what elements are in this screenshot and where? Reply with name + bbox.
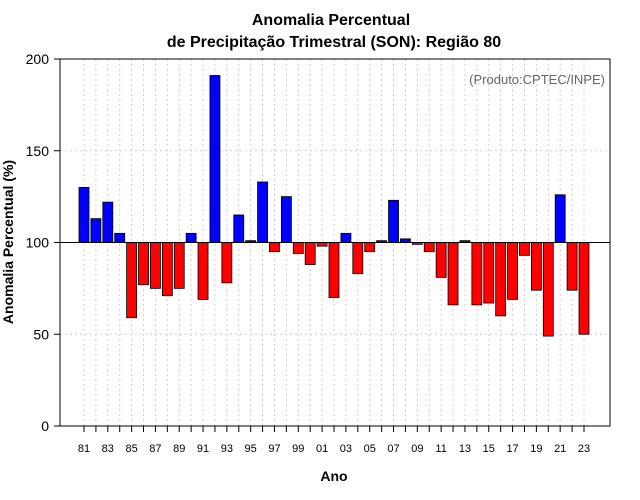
credit-annotation: (Produto:CPTEC/INPE)	[469, 72, 605, 87]
bar-1984	[114, 232, 126, 243]
bar-2011	[435, 242, 447, 278]
bar-1993	[221, 242, 233, 284]
bar-2014	[471, 242, 483, 306]
bar-2018	[519, 242, 530, 256]
y-tick-label: 50	[33, 326, 49, 342]
bar-1986	[138, 242, 149, 286]
bar-2020	[542, 242, 554, 337]
chart-title: Anomalia Percentual	[252, 12, 410, 29]
x-tick-label: 91	[197, 443, 209, 455]
x-tick-label: 19	[530, 443, 542, 455]
bar-2003	[340, 232, 352, 243]
bar-2021	[554, 194, 566, 243]
x-tick-label: 13	[459, 443, 471, 455]
bar-1988	[161, 242, 173, 297]
bar-1996	[257, 181, 268, 243]
bars	[78, 75, 590, 337]
y-axis-label: Anomalia Percentual (%)	[0, 160, 16, 324]
bar-1994	[233, 214, 245, 243]
x-tick-label: 23	[578, 443, 590, 455]
bar-2016	[495, 242, 507, 317]
bar-1982	[90, 218, 102, 243]
x-tick-label: 85	[125, 443, 137, 455]
x-tick-label: 07	[387, 443, 399, 455]
bar-2004	[352, 242, 364, 275]
bar-1981	[78, 187, 90, 243]
axes: 0 50 100 150 200 81 83 85 87 89 91 93 95 97 99 01 03 05 07…	[26, 51, 610, 455]
bar-1991	[197, 242, 209, 300]
y-tick-label: 100	[26, 235, 50, 251]
grid	[60, 59, 610, 426]
bar-2007	[388, 199, 399, 243]
plot-frame	[59, 58, 611, 427]
bar-1987	[150, 242, 161, 289]
x-tick-label: 15	[483, 443, 495, 455]
bar-2008	[400, 238, 411, 243]
bar-1985	[126, 242, 138, 319]
x-tick-label: 09	[411, 443, 423, 455]
bar-1998	[280, 196, 292, 243]
x-tick-label: 97	[268, 443, 280, 455]
bar-2017	[507, 242, 518, 300]
x-tick-label: 01	[316, 443, 328, 455]
bar-1990	[185, 232, 197, 243]
y-tick-label: 200	[26, 51, 50, 67]
x-tick-label: 89	[173, 443, 185, 455]
y-tick-label: 150	[26, 143, 50, 159]
bar-1999	[292, 242, 304, 254]
bar-2023	[578, 242, 590, 335]
bar-2005	[364, 242, 376, 253]
x-tick-label: 87	[149, 443, 161, 455]
bar-2002	[328, 242, 340, 298]
x-axis-label: Ano	[320, 468, 347, 484]
x-tick-label: 21	[554, 443, 566, 455]
x-tick-label: 05	[364, 443, 376, 455]
x-tick-label: 81	[78, 443, 90, 455]
bar-2000	[304, 242, 316, 265]
bar-1989	[173, 242, 185, 289]
bar-2019	[530, 242, 542, 291]
bar-2001	[316, 242, 328, 247]
x-tick-label: 17	[506, 443, 518, 455]
x-tick-label: 11	[435, 443, 446, 455]
bar-2012	[447, 242, 459, 306]
bar-2015	[483, 242, 495, 304]
x-tick-label: 95	[245, 443, 257, 455]
x-tick-label: 03	[340, 443, 352, 455]
bar-1983	[102, 201, 114, 243]
bar-1992	[209, 75, 221, 243]
bar-1997	[269, 242, 280, 253]
y-tick-label: 0	[41, 418, 49, 434]
x-tick-label: 99	[292, 443, 304, 455]
x-tick-label: 93	[221, 443, 233, 455]
bar-2022	[566, 242, 578, 291]
bar-2010	[423, 242, 435, 253]
x-tick-label: 83	[102, 443, 114, 455]
chart-subtitle: de Precipitação Trimestral (SON): Região…	[167, 34, 501, 51]
